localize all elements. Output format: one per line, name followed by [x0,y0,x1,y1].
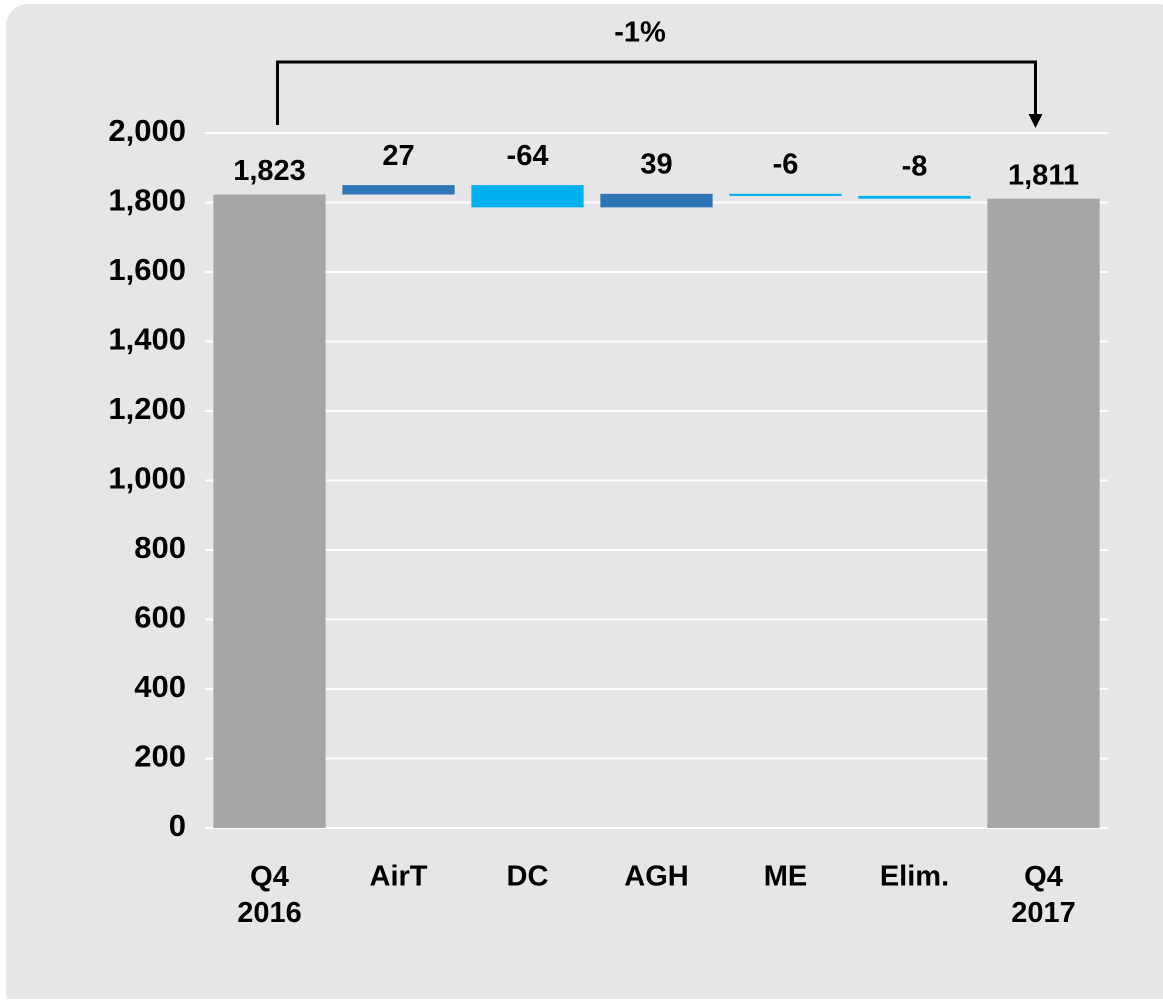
y-tick-label: 1,600 [108,252,186,287]
x-tick-label: Q4 2016 [237,861,302,929]
y-tick-label: 400 [134,669,186,704]
y-tick-label: 1,800 [108,183,186,218]
bar [600,193,713,208]
y-tick-label: 0 [169,808,186,843]
bar [471,185,584,208]
x-tick-label: Q4 2017 [1011,861,1076,929]
x-tick-label: AGH [624,861,688,893]
x-tick-label: Elim. [880,861,949,893]
value-label: 27 [382,140,414,172]
value-label: -6 [773,148,799,180]
annotation: -1% [614,17,666,49]
bar [858,195,971,199]
bar [729,193,842,196]
y-tick-label: 2,000 [108,113,186,148]
y-tick-label: 1,400 [108,322,186,357]
y-tick-label: 600 [134,600,186,635]
arrow-head [1028,114,1043,128]
value-label: -8 [902,151,928,183]
x-tick-label: AirT [370,861,428,893]
value-label: -64 [507,140,549,172]
y-tick-label: 1,000 [108,461,186,496]
bracket [276,60,1037,125]
y-tick-label: 200 [134,739,186,774]
x-tick-label: DC [507,861,549,893]
y-tick-label: 800 [134,530,186,565]
value-label: 1,811 [1008,159,1079,191]
bar [213,194,326,828]
y-tick-label: 1,200 [108,391,186,426]
bar [987,198,1100,829]
x-tick-label: ME [764,861,808,893]
value-label: 39 [640,148,672,180]
value-label: 1,823 [233,155,306,187]
bar [342,185,455,195]
